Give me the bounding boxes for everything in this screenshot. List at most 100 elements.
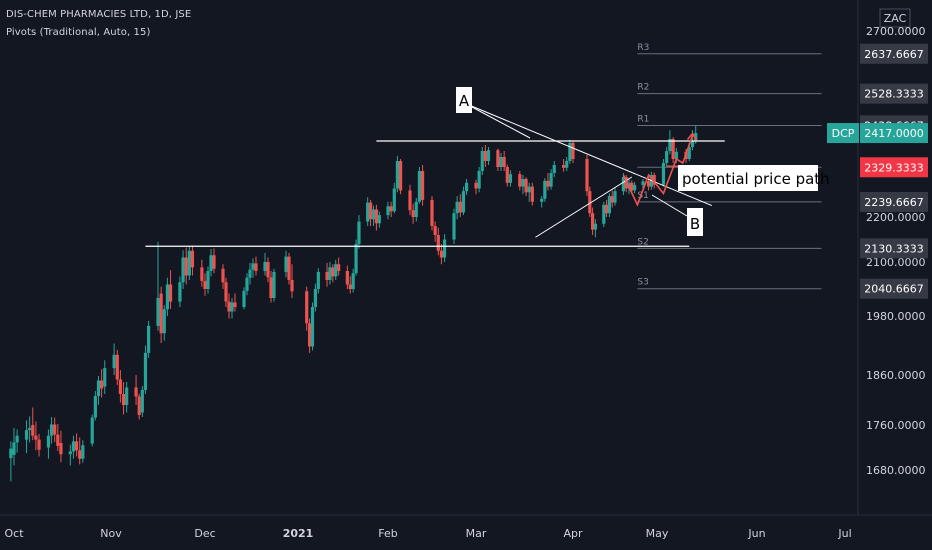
ascending-trendline bbox=[535, 176, 633, 238]
candle bbox=[354, 239, 358, 276]
time-tick-label: Jul bbox=[837, 527, 851, 540]
candle-body bbox=[474, 182, 478, 189]
candle-body bbox=[633, 185, 637, 191]
candle bbox=[337, 257, 341, 276]
candle-body bbox=[248, 269, 252, 278]
candle bbox=[652, 172, 656, 189]
candle bbox=[190, 245, 195, 276]
candle-body bbox=[272, 271, 276, 298]
candle-body bbox=[588, 191, 592, 214]
candle bbox=[227, 293, 231, 319]
candle-body bbox=[562, 165, 566, 168]
candle bbox=[665, 147, 669, 167]
candlestick-series bbox=[9, 125, 698, 482]
candle bbox=[31, 407, 35, 441]
candle bbox=[313, 283, 318, 312]
candle-body bbox=[351, 273, 355, 289]
candle-body bbox=[480, 151, 484, 171]
candle bbox=[334, 259, 338, 280]
candle-body bbox=[668, 139, 672, 151]
candle bbox=[613, 187, 617, 206]
candle-body bbox=[121, 394, 126, 405]
candle-body bbox=[168, 284, 173, 302]
candle-body bbox=[411, 210, 415, 217]
candle bbox=[633, 182, 637, 194]
candle bbox=[368, 199, 373, 226]
candle bbox=[68, 444, 72, 466]
candle bbox=[178, 276, 182, 307]
candle-body bbox=[134, 387, 138, 397]
callout-a-label: A bbox=[459, 92, 470, 110]
callout-b-pointer bbox=[651, 194, 688, 217]
candle-body bbox=[34, 435, 38, 440]
candle bbox=[562, 159, 566, 172]
candle bbox=[530, 182, 534, 206]
pivot-price-label-r3: 2637.6667 bbox=[864, 48, 924, 61]
candle-body bbox=[137, 396, 141, 415]
price-path-line bbox=[622, 135, 694, 207]
price-tick-label: 1760.0000 bbox=[866, 419, 926, 432]
candle bbox=[115, 349, 119, 385]
candle bbox=[245, 273, 249, 296]
candle bbox=[203, 273, 207, 296]
candle-body bbox=[605, 204, 609, 214]
candle-body bbox=[610, 196, 614, 203]
candle-body bbox=[56, 434, 60, 446]
candle-body bbox=[156, 298, 160, 326]
candle-body bbox=[37, 439, 41, 450]
candle bbox=[118, 370, 122, 403]
candle bbox=[59, 430, 63, 463]
candle bbox=[571, 141, 575, 163]
candle-body bbox=[647, 181, 651, 187]
candle-body bbox=[549, 173, 553, 187]
candle-body bbox=[433, 226, 437, 235]
candle-body bbox=[187, 250, 191, 276]
candle bbox=[464, 179, 469, 195]
candle bbox=[263, 253, 267, 276]
candle-body bbox=[442, 239, 447, 258]
candle-body bbox=[184, 257, 188, 276]
candle-body bbox=[9, 448, 13, 459]
candle-body bbox=[389, 206, 393, 212]
candle-body bbox=[464, 182, 469, 192]
indicator-legend: Pivots (Traditional, Auto, 15) bbox=[6, 27, 151, 38]
candle-body bbox=[269, 277, 273, 298]
candle bbox=[508, 170, 513, 187]
candle bbox=[305, 286, 309, 331]
candle-body bbox=[420, 171, 425, 200]
candle-body bbox=[398, 161, 403, 191]
candle-body bbox=[527, 186, 531, 193]
candle bbox=[159, 286, 163, 344]
candle bbox=[568, 139, 572, 164]
pivot-price-tag-r3 bbox=[860, 43, 928, 64]
candle bbox=[12, 427, 16, 466]
candle bbox=[433, 221, 437, 242]
candle-body bbox=[140, 390, 144, 413]
candle bbox=[224, 277, 228, 307]
candle bbox=[56, 424, 60, 451]
candle bbox=[121, 382, 126, 415]
candle-body bbox=[436, 235, 440, 251]
candle-body bbox=[15, 435, 19, 443]
candle-body bbox=[371, 209, 376, 220]
candle-body bbox=[621, 177, 625, 192]
candle bbox=[395, 155, 400, 193]
candle-body bbox=[254, 263, 258, 271]
candle bbox=[93, 391, 97, 421]
candle bbox=[90, 414, 94, 447]
candle-body bbox=[408, 190, 412, 211]
candle bbox=[452, 208, 456, 244]
candle bbox=[610, 190, 614, 208]
candle bbox=[552, 161, 556, 177]
candle-body bbox=[461, 191, 466, 213]
candle-body bbox=[334, 264, 338, 277]
candle bbox=[411, 203, 415, 224]
candle bbox=[28, 416, 32, 443]
candle-body bbox=[585, 159, 589, 192]
candle bbox=[162, 305, 166, 341]
candle-body bbox=[313, 289, 318, 307]
candle bbox=[389, 201, 393, 217]
candle bbox=[588, 186, 592, 217]
